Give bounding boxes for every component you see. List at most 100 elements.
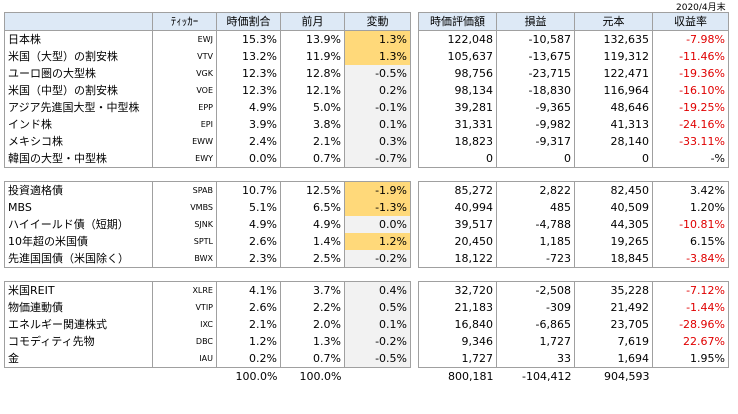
market-value: 20,450	[418, 233, 497, 250]
table-row: 0 0 0 -%	[418, 150, 729, 168]
share-change: -0.7%	[344, 150, 411, 168]
market-value: 85,272	[418, 181, 497, 199]
principal: 35,228	[574, 281, 653, 299]
return-rate: -24.16%	[652, 116, 729, 133]
market-value: 40,994	[418, 199, 497, 216]
allocation-share: 4.9%	[216, 216, 281, 233]
table-row: インド株 EPI 3.9% 3.8% 0.1%	[4, 116, 411, 133]
ticker-symbol: EPI	[152, 116, 217, 133]
group-spacer	[5, 268, 411, 282]
group-spacer	[419, 268, 729, 282]
previous-month-share: 5.0%	[280, 99, 345, 116]
asset-name: 韓国の大型・中型株	[4, 150, 153, 168]
profit-loss: -6,865	[496, 316, 575, 333]
allocation-share: 4.9%	[216, 99, 281, 116]
table-row: 16,840 -6,865 23,705 -28.96%	[418, 316, 729, 333]
totals-row: 800,181 -104,412 904,593	[419, 368, 729, 386]
share-change: 0.5%	[344, 299, 411, 316]
table-row: 米国REIT XLRE 4.1% 3.7% 0.4%	[4, 281, 411, 299]
table-row: アジア先進国大型・中型株 EPP 4.9% 5.0% -0.1%	[4, 99, 411, 116]
report-date: 2020/4月末	[676, 3, 726, 13]
table-row: 10年超の米国債 SPTL 2.6% 1.4% 1.2%	[4, 233, 411, 250]
previous-month-share: 0.7%	[280, 350, 345, 368]
allocation-share: 12.3%	[216, 82, 281, 99]
allocation-share: 2.4%	[216, 133, 281, 150]
table-row: 32,720 -2,508 35,228 -7.12%	[418, 281, 729, 299]
previous-month-share: 12.1%	[280, 82, 345, 99]
table-row: 40,994 485 40,509 1.20%	[418, 199, 729, 216]
ticker-symbol: XLRE	[152, 281, 217, 299]
principal: 1,694	[574, 350, 653, 368]
table-row: MBS VMBS 5.1% 6.5% -1.3%	[4, 199, 411, 216]
column-header: 元本	[574, 12, 653, 31]
share-change: 0.4%	[344, 281, 411, 299]
total-share: 100.0%	[235, 370, 278, 383]
ticker-symbol: EWJ	[152, 30, 217, 48]
market-value: 18,823	[418, 133, 497, 150]
table-row: 98,756 -23,715 122,471 -19.36%	[418, 65, 729, 82]
return-rate: 22.67%	[652, 333, 729, 350]
table-row: 日本株 EWJ 15.3% 13.9% 1.3%	[4, 30, 411, 48]
table-row: 1,727 33 1,694 1.95%	[418, 350, 729, 368]
asset-name: インド株	[4, 116, 153, 133]
previous-month-share: 11.9%	[280, 48, 345, 65]
profit-loss: -9,982	[496, 116, 575, 133]
asset-name: メキシコ株	[4, 133, 153, 150]
previous-month-share: 2.5%	[280, 250, 345, 268]
share-change: 0.2%	[344, 82, 411, 99]
return-rate: 1.20%	[652, 199, 729, 216]
share-change: 0.3%	[344, 133, 411, 150]
total-profit-loss: -104,412	[522, 370, 572, 383]
principal: 0	[574, 150, 653, 168]
share-change: 0.1%	[344, 116, 411, 133]
column-header: 時価評価額	[418, 12, 497, 31]
principal: 19,265	[574, 233, 653, 250]
group-spacer	[5, 168, 411, 182]
ticker-symbol: VGK	[152, 65, 217, 82]
table-row: 18,122 -723 18,845 -3.84%	[418, 250, 729, 268]
previous-month-share: 4.9%	[280, 216, 345, 233]
previous-month-share: 3.8%	[280, 116, 345, 133]
profit-loss: 2,822	[496, 181, 575, 199]
allocation-share: 15.3%	[216, 30, 281, 48]
market-value: 98,134	[418, 82, 497, 99]
return-rate: -10.81%	[652, 216, 729, 233]
asset-name: コモディティ先物	[4, 333, 153, 350]
market-value: 98,756	[418, 65, 497, 82]
principal: 28,140	[574, 133, 653, 150]
previous-month-share: 2.1%	[280, 133, 345, 150]
principal: 41,313	[574, 116, 653, 133]
table-row: 31,331 -9,982 41,313 -24.16%	[418, 116, 729, 133]
profit-loss: 33	[496, 350, 575, 368]
profit-loss: -723	[496, 250, 575, 268]
principal: 48,646	[574, 99, 653, 116]
profit-loss: 485	[496, 199, 575, 216]
ticker-symbol: BWX	[152, 250, 217, 268]
asset-name: 米国REIT	[4, 281, 153, 299]
profit-loss: 0	[496, 150, 575, 168]
table-row: 米国（大型）の割安株 VTV 13.2% 11.9% 1.3%	[4, 48, 411, 65]
market-value: 39,517	[418, 216, 497, 233]
table-row: 18,823 -9,317 28,140 -33.11%	[418, 133, 729, 150]
principal: 44,305	[574, 216, 653, 233]
ticker-symbol: DBC	[152, 333, 217, 350]
asset-name: MBS	[4, 199, 153, 216]
allocation-share: 13.2%	[216, 48, 281, 65]
total-principal: 904,593	[604, 370, 650, 383]
market-value: 9,346	[418, 333, 497, 350]
ticker-symbol: SPAB	[152, 181, 217, 199]
return-rate: -7.98%	[652, 30, 729, 48]
profit-loss: -10,587	[496, 30, 575, 48]
previous-month-share: 6.5%	[280, 199, 345, 216]
principal: 122,471	[574, 65, 653, 82]
column-header: 収益率	[652, 12, 729, 31]
table-row: 20,450 1,185 19,265 6.15%	[418, 233, 729, 250]
table-row: 先進国国債（米国除く） BWX 2.3% 2.5% -0.2%	[4, 250, 411, 268]
allocation-share: 0.2%	[216, 350, 281, 368]
totals-row: 100.0% 100.0%	[5, 368, 411, 386]
previous-month-share: 1.4%	[280, 233, 345, 250]
share-change: -0.2%	[344, 333, 411, 350]
table-row: 21,183 -309 21,492 -1.44%	[418, 299, 729, 316]
asset-name: アジア先進国大型・中型株	[4, 99, 153, 116]
return-rate: -%	[652, 150, 729, 168]
